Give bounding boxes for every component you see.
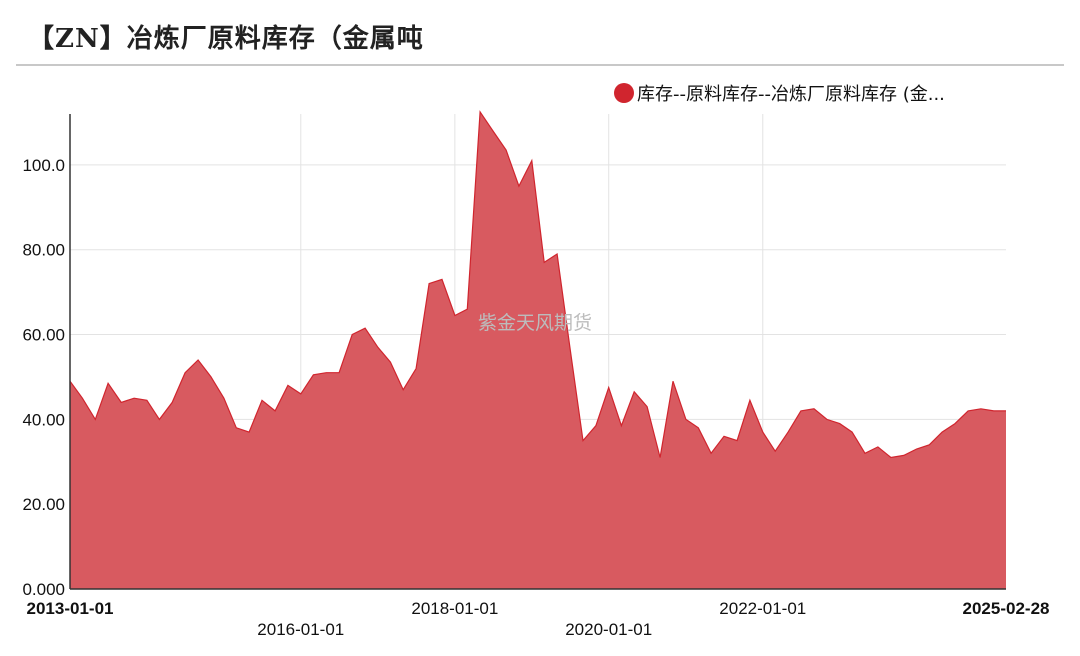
axes [69, 114, 1006, 590]
area-series [69, 110, 1006, 590]
legend[interactable]: 库存--原料库存--冶炼厂原料库存 (金... [614, 80, 945, 106]
y-tick-label-5: 100.0 [22, 156, 65, 175]
y-tick-label-1: 20.00 [22, 495, 65, 514]
chart-title: 【ZN】冶炼厂原料库存（金属吨 [28, 24, 424, 54]
x-tick-label-5: 2025-02-28 [963, 599, 1050, 618]
x-tick-label-0: 2013-01-01 [27, 599, 114, 618]
x-tick-label-3: 2020-01-01 [565, 620, 652, 639]
title-divider [16, 64, 1064, 66]
watermark: 紫金天风期货 [478, 312, 593, 334]
y-tick-label-2: 40.00 [22, 410, 65, 429]
y-tick-label-3: 60.00 [22, 326, 65, 345]
x-tick-label-1: 2016-01-01 [257, 620, 344, 639]
legend-label: 库存--原料库存--冶炼厂原料库存 (金... [637, 84, 945, 105]
legend-dot-icon [614, 83, 634, 103]
x-axis-ticks: 2013-01-01 2016-01-01 2018-01-01 2020-01-01… [27, 599, 1050, 639]
y-axis-ticks: 0.000 20.00 40.00 60.00 80.00 100.0 [22, 156, 65, 599]
area-fill [70, 111, 1006, 590]
series-line [69, 110, 1006, 459]
y-tick-label-4: 80.00 [22, 241, 65, 260]
y-tick-label-0: 0.000 [22, 580, 65, 599]
x-tick-label-2: 2018-01-01 [411, 599, 498, 618]
x-tick-label-4: 2022-01-01 [719, 599, 806, 618]
